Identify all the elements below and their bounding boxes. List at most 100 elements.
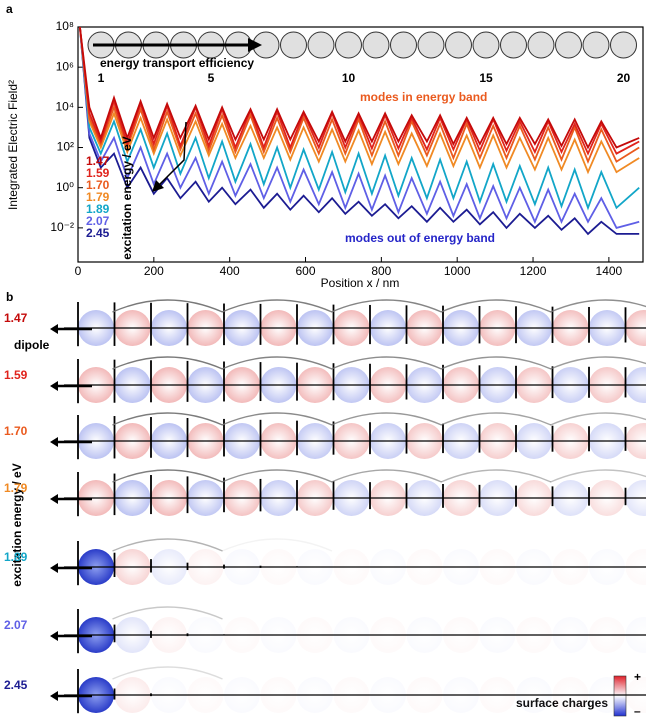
- field-arc: [440, 412, 552, 426]
- series-line: [79, 27, 640, 150]
- y-tick-label: 10⁴: [55, 100, 74, 114]
- x-tick-label: 1200: [520, 264, 547, 278]
- series-line: [79, 27, 640, 211]
- particle: [335, 31, 362, 59]
- series-line: [79, 27, 640, 229]
- plot-frame: [77, 26, 644, 263]
- x-tick-label: 200: [144, 264, 164, 278]
- arrow-head: [50, 631, 58, 641]
- y-axis-label: Integrated Electric Field²: [6, 80, 20, 210]
- row-label: 1.89: [4, 550, 28, 564]
- y-tick-label: 10⁰: [56, 180, 74, 194]
- legend-entry: 1.70: [86, 178, 110, 192]
- x-tick-label: 800: [371, 264, 391, 278]
- field-arc: [440, 299, 552, 313]
- legend-entry: 2.45: [86, 226, 110, 240]
- row-label: 1.70: [4, 424, 28, 438]
- chain-row: [50, 412, 646, 460]
- field-arc: [112, 538, 223, 552]
- chain-row: [50, 538, 646, 586]
- y-tick-label: 10⁸: [56, 19, 74, 33]
- particle: [500, 31, 527, 59]
- field-arc: [221, 356, 333, 370]
- particle: [280, 31, 307, 59]
- panel-label: b: [6, 290, 13, 304]
- particle-number: 1: [98, 71, 105, 85]
- x-tick-label: 1000: [444, 264, 471, 278]
- field-arc: [112, 606, 223, 620]
- annotation: energy transport efficiency: [100, 56, 254, 70]
- chain-row: [50, 299, 646, 347]
- legend-entry: 1.47: [86, 154, 110, 168]
- panel-label: a: [6, 2, 13, 16]
- series-line: [79, 27, 640, 165]
- particle: [610, 31, 637, 59]
- field-arc: [331, 356, 442, 370]
- x-tick-label: 600: [296, 264, 316, 278]
- row-label: 1.47: [4, 311, 28, 325]
- row-label: 2.07: [4, 618, 28, 632]
- chain-row: [50, 606, 646, 654]
- particle-number: 20: [617, 71, 631, 85]
- particle: [527, 31, 555, 59]
- arrow-head: [152, 180, 164, 192]
- y-tick-label: 10⁶: [56, 59, 74, 73]
- field-arc: [221, 299, 333, 313]
- particle: [362, 31, 390, 59]
- field-arc: [550, 356, 646, 370]
- chain-row: [50, 666, 646, 714]
- field-arc: [221, 412, 333, 426]
- field-arc: [112, 299, 223, 313]
- arrow-head: [248, 38, 262, 52]
- legend-entry: 1.89: [86, 202, 110, 216]
- field-arc: [112, 412, 223, 426]
- particle: [445, 31, 472, 59]
- y-tick-label: 10⁻²: [50, 220, 74, 234]
- field-arc: [440, 469, 552, 483]
- field-arc: [112, 666, 223, 680]
- particle-number: 15: [479, 71, 493, 85]
- field-arc: [221, 538, 333, 552]
- arrow-head: [50, 437, 58, 447]
- series-line: [79, 27, 640, 236]
- arrow-head: [50, 494, 58, 504]
- field-arc: [112, 356, 223, 370]
- particle-number: 10: [342, 71, 356, 85]
- field-arc: [550, 412, 646, 426]
- field-arc: [331, 412, 442, 426]
- particle: [582, 31, 610, 59]
- y-tick-label: 10²: [57, 140, 74, 154]
- particle: [390, 31, 417, 59]
- legend-entry: 2.07: [86, 214, 110, 228]
- axis-label: excitation energy / eV: [10, 463, 24, 586]
- particle: [417, 31, 445, 59]
- field-arc: [331, 299, 442, 313]
- x-tick-label: 400: [220, 264, 240, 278]
- series-line: [79, 27, 640, 156]
- chain-row: [50, 356, 646, 404]
- field-arc: [550, 469, 646, 483]
- field-arc: [550, 299, 646, 313]
- arrow-head: [50, 691, 58, 701]
- row-label: 2.45: [4, 678, 28, 692]
- row-label: 1.79: [4, 481, 28, 495]
- dipole-label: dipole: [14, 338, 50, 352]
- particle: [307, 31, 335, 59]
- particle: [472, 31, 500, 59]
- legend-arrow: [157, 121, 187, 187]
- legend-entry: 1.79: [86, 190, 110, 204]
- arrow-head: [50, 381, 58, 391]
- field-arc: [331, 469, 442, 483]
- legend-title: excitation energy / eV: [120, 136, 134, 259]
- series-line: [79, 27, 640, 175]
- x-tick-label: 0: [75, 264, 82, 278]
- particle: [555, 31, 582, 59]
- annotation: modes out of energy band: [345, 231, 495, 245]
- colorbar-plus: +: [634, 670, 641, 684]
- x-tick-label: 1400: [596, 264, 623, 278]
- row-label: 1.59: [4, 368, 28, 382]
- particle-number: 5: [208, 71, 215, 85]
- field-arc: [440, 356, 552, 370]
- arrow-head: [50, 324, 58, 334]
